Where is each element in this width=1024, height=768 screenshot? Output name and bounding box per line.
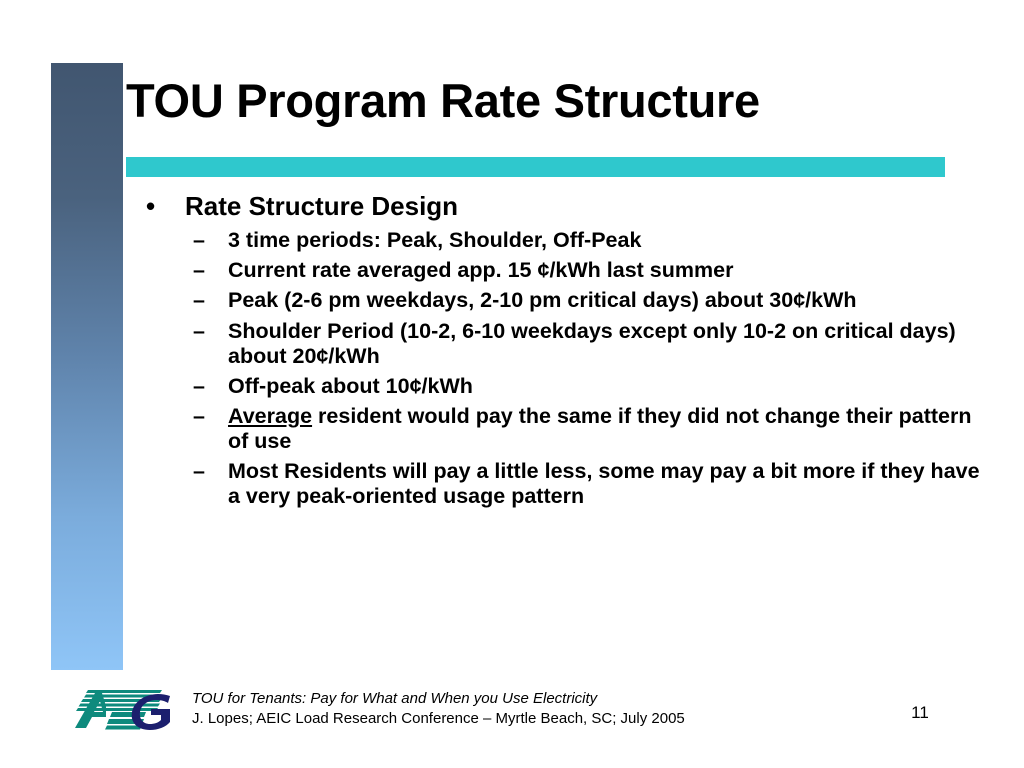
bullet-marker: – [193,228,205,253]
bullet-text: 3 time periods: Peak, Shoulder, Off-Peak [228,228,642,253]
bullet-list: • Rate Structure Design – 3 time periods… [133,191,993,515]
bullet-level2: – Average resident would pay the same if… [133,404,993,454]
bullet-marker: – [193,404,205,428]
footer-presentation-title: TOU for Tenants: Pay for What and When y… [192,690,598,707]
bullet-text: Rate Structure Design [185,191,459,221]
bullet-text: Off-peak about 10¢/kWh [228,373,473,398]
bullet-level2: – Current rate averaged app. 15 ¢/kWh la… [133,258,993,283]
bullet-level2: – 3 time periods: Peak, Shoulder, Off-Pe… [133,228,993,253]
slide-accent-sidebar [51,63,123,670]
bullet-level2: – Peak (2-6 pm weekdays, 2-10 pm critica… [133,288,993,313]
page-title: TOU Program Rate Structure [126,74,760,127]
title-underline-bar [126,157,945,177]
bullet-text: Shoulder Period (10-2, 6-10 weekdays exc… [228,318,956,368]
bullet-marker: – [193,258,205,283]
bullet-level2: – Off-peak about 10¢/kWh [133,374,993,399]
footer-presenter-venue: J. Lopes; AEIC Load Research Conference … [192,710,685,728]
page-number: 11 [911,703,929,722]
bullet-text: resident would pay the same if they did … [228,404,972,454]
bullet-marker: – [193,373,205,398]
bullet-marker: – [193,288,205,313]
bullet-text: Current rate averaged app. 15 ¢/kWh last… [228,258,734,283]
bullet-marker: – [193,318,205,343]
bullet-text: Peak (2-6 pm weekdays, 2-10 pm critical … [228,288,857,313]
bullet-marker: • [146,191,156,221]
bullet-level1: • Rate Structure Design [133,191,993,221]
bullet-text: Most Residents will pay a little less, s… [228,459,980,509]
bullet-text-underlined: Average [228,404,313,428]
bullet-marker: – [193,459,205,484]
footer-citation: TOU for Tenants: Pay for What and When y… [192,689,892,730]
aeg-logo [62,684,180,732]
bullet-level2: – Shoulder Period (10-2, 6-10 weekdays e… [133,319,993,369]
bullet-level2: – Most Residents will pay a little less,… [133,459,993,509]
